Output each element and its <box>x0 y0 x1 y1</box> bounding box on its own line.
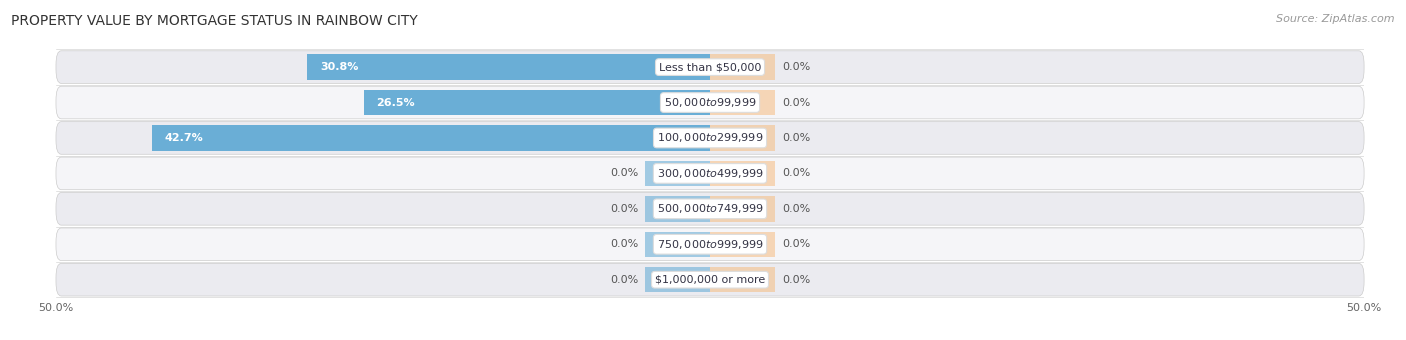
Bar <box>644 232 710 257</box>
FancyBboxPatch shape <box>56 264 1364 296</box>
Text: $100,000 to $299,999: $100,000 to $299,999 <box>657 132 763 144</box>
Bar <box>710 54 776 80</box>
Bar <box>308 54 710 80</box>
Bar <box>644 196 710 222</box>
Bar <box>152 125 710 151</box>
Text: 0.0%: 0.0% <box>610 239 638 249</box>
Bar <box>644 267 710 292</box>
Bar <box>364 90 710 115</box>
FancyBboxPatch shape <box>56 122 1364 154</box>
Bar <box>710 267 776 292</box>
FancyBboxPatch shape <box>56 157 1364 190</box>
Text: Source: ZipAtlas.com: Source: ZipAtlas.com <box>1277 14 1395 23</box>
Text: $300,000 to $499,999: $300,000 to $499,999 <box>657 167 763 180</box>
Text: 30.8%: 30.8% <box>321 62 359 72</box>
Text: $750,000 to $999,999: $750,000 to $999,999 <box>657 238 763 251</box>
Bar <box>710 232 776 257</box>
Text: 0.0%: 0.0% <box>782 168 810 179</box>
Text: 0.0%: 0.0% <box>782 275 810 285</box>
Text: $500,000 to $749,999: $500,000 to $749,999 <box>657 202 763 215</box>
Text: 0.0%: 0.0% <box>782 62 810 72</box>
Text: 0.0%: 0.0% <box>782 204 810 214</box>
Bar <box>710 160 776 186</box>
Bar <box>710 196 776 222</box>
Text: 42.7%: 42.7% <box>165 133 204 143</box>
FancyBboxPatch shape <box>56 51 1364 83</box>
Text: 0.0%: 0.0% <box>782 98 810 107</box>
Text: PROPERTY VALUE BY MORTGAGE STATUS IN RAINBOW CITY: PROPERTY VALUE BY MORTGAGE STATUS IN RAI… <box>11 14 418 28</box>
Bar <box>710 90 776 115</box>
Text: 0.0%: 0.0% <box>782 133 810 143</box>
Bar <box>644 160 710 186</box>
FancyBboxPatch shape <box>56 192 1364 225</box>
Bar <box>710 125 776 151</box>
Text: $1,000,000 or more: $1,000,000 or more <box>655 275 765 285</box>
Text: 0.0%: 0.0% <box>610 168 638 179</box>
Text: 0.0%: 0.0% <box>782 239 810 249</box>
Text: Less than $50,000: Less than $50,000 <box>659 62 761 72</box>
Text: 26.5%: 26.5% <box>377 98 415 107</box>
FancyBboxPatch shape <box>56 228 1364 260</box>
Text: $50,000 to $99,999: $50,000 to $99,999 <box>664 96 756 109</box>
FancyBboxPatch shape <box>56 86 1364 119</box>
Text: 0.0%: 0.0% <box>610 275 638 285</box>
Text: 0.0%: 0.0% <box>610 204 638 214</box>
